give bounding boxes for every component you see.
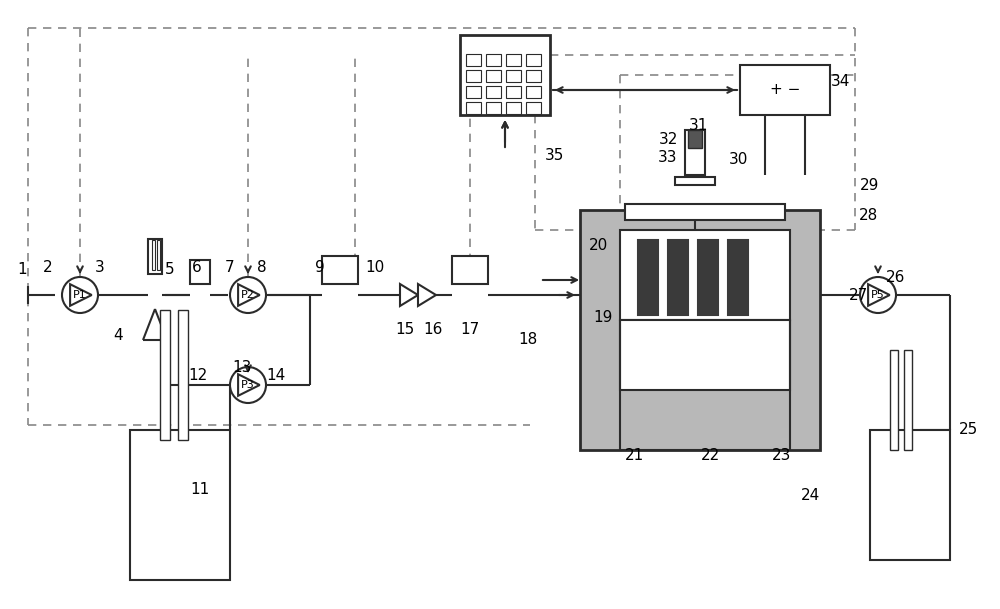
Text: P3: P3	[241, 380, 255, 390]
Text: 11: 11	[190, 482, 210, 498]
Bar	[506, 54, 521, 66]
Bar	[890, 350, 898, 450]
Polygon shape	[418, 284, 436, 306]
Text: 12: 12	[188, 367, 208, 382]
Text: 19: 19	[593, 311, 613, 325]
Bar	[466, 54, 481, 66]
Polygon shape	[868, 284, 890, 306]
Text: 2: 2	[43, 261, 53, 275]
Bar	[466, 70, 481, 82]
Bar	[190, 260, 210, 284]
Bar	[506, 70, 521, 82]
Text: 28: 28	[858, 208, 878, 222]
Bar	[466, 102, 481, 114]
Bar	[688, 130, 702, 148]
Polygon shape	[238, 374, 260, 396]
Bar	[486, 86, 501, 98]
Text: 21: 21	[625, 448, 645, 462]
Bar	[486, 70, 501, 82]
Circle shape	[860, 277, 896, 313]
Text: P5: P5	[871, 290, 885, 300]
Text: 32: 32	[658, 133, 678, 147]
Text: 14: 14	[266, 367, 286, 382]
Bar	[148, 239, 162, 274]
Bar	[526, 102, 541, 114]
Bar	[506, 102, 521, 114]
Bar	[668, 240, 688, 315]
Text: 17: 17	[460, 323, 480, 337]
Text: 13: 13	[232, 361, 252, 376]
Text: 1: 1	[17, 262, 27, 278]
Bar	[580, 210, 820, 450]
Bar	[870, 430, 950, 560]
Bar	[322, 256, 358, 284]
Bar	[526, 54, 541, 66]
Text: 5: 5	[165, 262, 175, 278]
Bar	[685, 130, 705, 175]
Circle shape	[62, 277, 98, 313]
Bar	[460, 35, 550, 115]
Text: 27: 27	[848, 287, 868, 303]
Bar	[130, 430, 230, 580]
Bar	[452, 256, 488, 284]
Text: 30: 30	[728, 152, 748, 167]
Text: P1: P1	[73, 290, 87, 300]
Polygon shape	[400, 284, 418, 306]
Text: 4: 4	[113, 328, 123, 342]
Bar	[486, 102, 501, 114]
Text: 10: 10	[365, 261, 385, 275]
Bar	[178, 310, 188, 440]
Text: 16: 16	[423, 323, 443, 337]
Bar	[152, 240, 155, 270]
Text: 20: 20	[588, 238, 608, 253]
Bar	[526, 86, 541, 98]
Bar	[486, 54, 501, 66]
Bar	[620, 230, 790, 320]
Bar	[526, 70, 541, 82]
Text: 18: 18	[518, 333, 538, 348]
Bar	[904, 350, 912, 450]
Bar	[625, 204, 785, 220]
Circle shape	[230, 367, 266, 403]
Text: P2: P2	[241, 290, 255, 300]
Polygon shape	[70, 284, 92, 306]
Bar	[740, 65, 830, 115]
Text: 15: 15	[395, 323, 415, 337]
Text: 33: 33	[658, 150, 678, 166]
Text: 6: 6	[192, 261, 202, 275]
Text: 23: 23	[772, 448, 792, 462]
Bar	[506, 86, 521, 98]
Text: 25: 25	[958, 423, 978, 437]
Text: 8: 8	[257, 261, 267, 275]
Text: 3: 3	[95, 261, 105, 275]
Circle shape	[230, 277, 266, 313]
Text: 26: 26	[886, 270, 906, 286]
Text: 31: 31	[688, 118, 708, 133]
Bar	[466, 86, 481, 98]
Text: 24: 24	[800, 487, 820, 502]
Bar	[638, 240, 658, 315]
Text: 9: 9	[315, 261, 325, 275]
Text: 7: 7	[225, 261, 235, 275]
Text: 34: 34	[830, 74, 850, 90]
Text: 22: 22	[700, 448, 720, 462]
Bar	[160, 310, 170, 440]
Text: 35: 35	[545, 147, 565, 163]
Bar	[675, 177, 715, 185]
Text: + −: + −	[770, 82, 800, 97]
Bar	[157, 240, 160, 270]
Polygon shape	[238, 284, 260, 306]
Bar	[698, 240, 718, 315]
Bar	[728, 240, 748, 315]
Text: 29: 29	[860, 177, 880, 192]
Bar	[620, 320, 790, 390]
